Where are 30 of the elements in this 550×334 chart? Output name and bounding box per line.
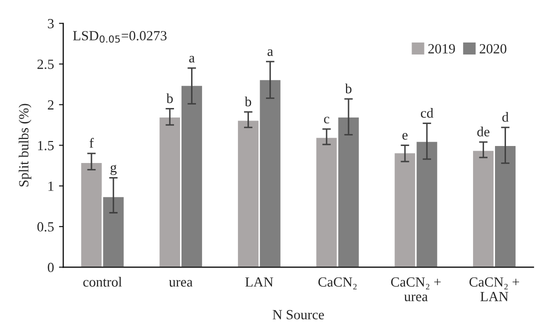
y-tick-label: 3 [48,19,54,28]
annotation: de [477,126,490,136]
y-tick-label: 0.5 [37,222,54,232]
annotation: e [402,133,408,140]
x-axis-title: N Source [272,310,324,320]
annotation: b [345,84,352,94]
annotation: b [166,93,173,104]
annotation: a [268,49,274,56]
annotation: f [90,138,94,148]
annotation: d [502,112,509,122]
x-tick-label: CaCN₂ [318,277,357,290]
y-tick-label: 2 [48,100,54,110]
annotation: a [189,56,195,62]
x-tick-label: CaCN₂ + LAN [469,277,520,302]
legend-label: 2020 [480,44,506,54]
x-tick-label: urea [169,280,193,287]
y-tick-label: 1.5 [38,140,54,150]
annotation: LSD$_{0.05}$=0.0273 [73,31,167,43]
x-tick-label: LAN [245,277,274,287]
annotation: g [110,164,117,176]
annotation: b [244,96,252,106]
y-tick-label: 2.5 [37,60,54,70]
annotation: cd [420,108,434,118]
legend-label: 2019 [428,44,455,54]
x-tick-label: control [83,276,122,287]
y-axis-title: Split bulbs (%) [18,104,32,186]
y-tick-label: 0 [48,262,54,272]
y-tick-label: 1 [48,182,54,191]
annotation: c [324,116,330,124]
x-tick-label: CaCN₂ + urea [391,277,441,302]
